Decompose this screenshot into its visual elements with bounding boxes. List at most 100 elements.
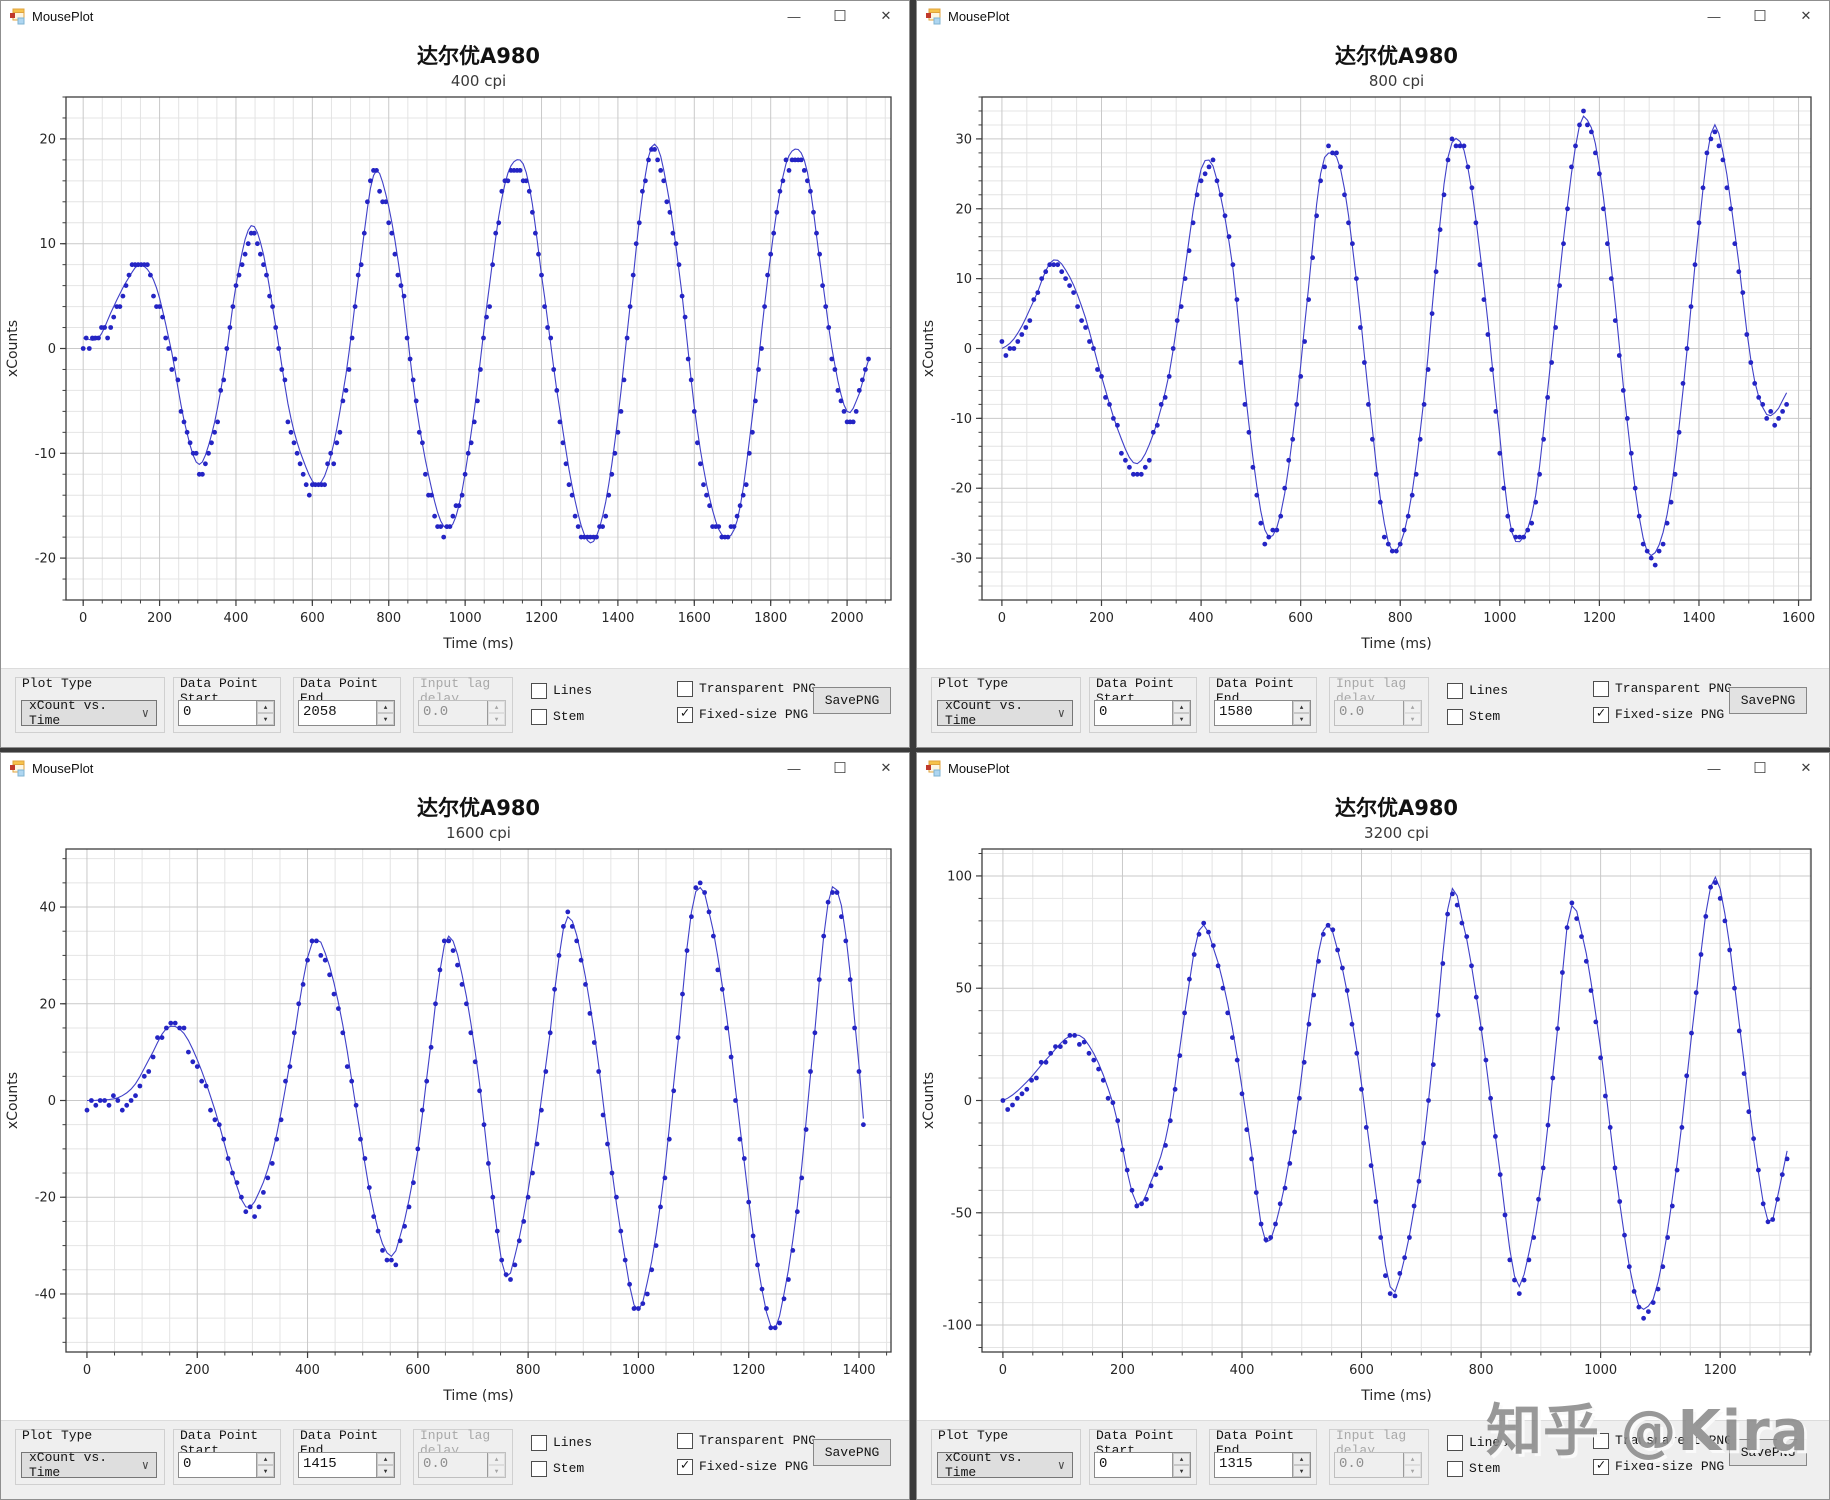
data-point-end-spinner[interactable]: ▲ ▼ (376, 1453, 394, 1477)
chevron-down-icon: ∨ (141, 1458, 149, 1473)
input-lag-input: 0.0 ▲ ▼ (1334, 1452, 1422, 1478)
svg-text:400: 400 (1189, 611, 1214, 626)
svg-text:200: 200 (1089, 611, 1114, 626)
spin-up-icon: ▲ (1293, 701, 1310, 713)
maximize-button[interactable]: ☐ (1753, 8, 1767, 25)
svg-text:-10: -10 (951, 412, 972, 427)
data-point-start-spinner[interactable]: ▲ ▼ (1172, 1453, 1190, 1477)
stem-checkbox[interactable]: Stem (531, 709, 584, 725)
data-point-end-spinner[interactable]: ▲ ▼ (376, 701, 394, 725)
transparent-png-checkbox-label: Transparent PNG (1615, 1433, 1733, 1448)
data-point-start-spinner[interactable]: ▲ ▼ (256, 1453, 274, 1477)
svg-text:1000: 1000 (622, 1363, 655, 1378)
minimize-button[interactable]: — (787, 8, 801, 24)
minimize-button[interactable]: — (1707, 8, 1721, 24)
data-point-end-label: Data Point End (1216, 676, 1295, 706)
stem-checkbox[interactable]: Stem (1447, 709, 1500, 725)
data-point-start-input[interactable]: 0 ▲ ▼ (178, 1452, 275, 1478)
maximize-button[interactable]: ☐ (1753, 760, 1767, 777)
save-png-button[interactable]: SavePNG (813, 1439, 891, 1466)
svg-text:600: 600 (1288, 611, 1313, 626)
data-point-end-input[interactable]: 1415 ▲ ▼ (298, 1452, 395, 1478)
data-point-end-spinner[interactable]: ▲ ▼ (1292, 1453, 1310, 1477)
spin-up-icon: ▲ (1404, 1453, 1421, 1465)
lines-checkbox[interactable]: Lines (531, 1435, 592, 1451)
data-point-end-input[interactable]: 1580 ▲ ▼ (1214, 700, 1311, 726)
data-point-start-group: Data Point Start 0 ▲ ▼ (1089, 676, 1197, 733)
title-bar[interactable]: MousePlot — ☐ ✕ (917, 1, 1829, 31)
svg-text:Time (ms): Time (ms) (442, 1388, 514, 1404)
data-point-end-spinner[interactable]: ▲ ▼ (1292, 701, 1310, 725)
title-bar[interactable]: MousePlot — ☐ ✕ (1, 1, 909, 31)
plot-canvas: 0 200 400 600 800 1000 1200 1400 1600 1800 2000-20… (5, 44, 892, 652)
fixed-size-png-checkbox[interactable]: ✓ Fixed-size PNG (677, 707, 808, 723)
svg-text:10: 10 (955, 272, 972, 287)
maximize-button[interactable]: ☐ (833, 8, 847, 25)
transparent-png-checkbox[interactable]: Transparent PNG (677, 1433, 816, 1449)
transparent-png-checkbox[interactable]: Transparent PNG (1593, 1433, 1732, 1449)
svg-text:800 cpi: 800 cpi (1369, 72, 1424, 90)
svg-text:1600 cpi: 1600 cpi (446, 824, 511, 842)
stem-checkbox-label: Stem (553, 709, 585, 724)
svg-text:xCounts: xCounts (921, 320, 937, 377)
spin-down-icon: ▼ (1404, 713, 1421, 725)
save-png-button[interactable]: SavePNG (1729, 687, 1807, 714)
svg-text:800: 800 (376, 611, 401, 626)
plot-type-dropdown[interactable]: xCount vs. Time ∨ (937, 698, 1073, 728)
save-png-button[interactable]: SavePNG (813, 687, 891, 714)
close-button[interactable]: ✕ (1800, 8, 1812, 23)
fixed-size-png-checkbox[interactable]: ✓ Fixed-size PNG (677, 1459, 808, 1475)
svg-text:1000: 1000 (1483, 611, 1516, 626)
plot-type-label: Plot Type (22, 676, 93, 691)
title-bar[interactable]: MousePlot — ☐ ✕ (917, 753, 1829, 783)
data-point-start-input[interactable]: 0 ▲ ▼ (1094, 700, 1191, 726)
transparent-png-checkbox[interactable]: Transparent PNG (1593, 681, 1732, 697)
svg-text:200: 200 (185, 1363, 210, 1378)
mouseplot-window: MousePlot — ☐ ✕ 0 200 400 600 800 1000 1200 -10… (916, 752, 1830, 1500)
maximize-button[interactable]: ☐ (833, 760, 847, 777)
lines-checkbox[interactable]: Lines (1447, 1435, 1508, 1451)
svg-text:0: 0 (964, 342, 972, 357)
minimize-button[interactable]: — (787, 760, 801, 776)
fixed-size-png-checkbox[interactable]: ✓ Fixed-size PNG (1593, 1459, 1724, 1475)
fixed-size-png-checkbox-label: Fixed-size PNG (1615, 707, 1725, 722)
minimize-button[interactable]: — (1707, 760, 1721, 776)
plot-type-dropdown[interactable]: xCount vs. Time ∨ (21, 698, 157, 728)
svg-text:0: 0 (83, 1363, 91, 1378)
close-button[interactable]: ✕ (880, 8, 892, 23)
svg-text:-20: -20 (35, 1191, 56, 1206)
svg-text:400: 400 (295, 1363, 320, 1378)
spin-up-icon: ▲ (1173, 701, 1190, 713)
transparent-png-checkbox[interactable]: Transparent PNG (677, 681, 816, 697)
window-title: MousePlot (948, 8, 1010, 24)
app-icon (925, 8, 942, 25)
input-lag-spinner: ▲ ▼ (1403, 701, 1421, 725)
data-point-end-input[interactable]: 1315 ▲ ▼ (1214, 1452, 1311, 1478)
svg-text:xCounts: xCounts (5, 320, 21, 377)
close-button[interactable]: ✕ (880, 760, 892, 775)
close-button[interactable]: ✕ (1800, 760, 1812, 775)
spin-down-icon: ▼ (1173, 1465, 1190, 1477)
svg-text:0: 0 (48, 1094, 56, 1109)
spin-up-icon: ▲ (377, 701, 394, 713)
data-point-start-group: Data Point Start 0 ▲ ▼ (1089, 1428, 1197, 1485)
lines-checkbox[interactable]: Lines (531, 683, 592, 699)
stem-checkbox[interactable]: Stem (531, 1461, 584, 1477)
title-bar[interactable]: MousePlot — ☐ ✕ (1, 753, 909, 783)
svg-text:0: 0 (79, 611, 87, 626)
data-point-start-input[interactable]: 0 ▲ ▼ (178, 700, 275, 726)
mouseplot-window: MousePlot — ☐ ✕ 0 200 400 600 800 1000 1200 140… (916, 0, 1830, 748)
data-point-end-input[interactable]: 2058 ▲ ▼ (298, 700, 395, 726)
plot-canvas: 0 200 400 600 800 1000 1200 1400 -40 -20 0 20 40 达尔优A… (5, 796, 892, 1404)
data-point-start-spinner[interactable]: ▲ ▼ (256, 701, 274, 725)
control-bar: Plot Type xCount vs. Time ∨ Data Point S… (917, 668, 1829, 747)
stem-checkbox[interactable]: Stem (1447, 1461, 1500, 1477)
save-png-button[interactable]: SavePNG (1729, 1439, 1807, 1466)
lines-checkbox[interactable]: Lines (1447, 683, 1508, 699)
fixed-size-png-checkbox[interactable]: ✓ Fixed-size PNG (1593, 707, 1724, 723)
svg-text:0: 0 (964, 1094, 972, 1109)
data-point-start-input[interactable]: 0 ▲ ▼ (1094, 1452, 1191, 1478)
plot-type-dropdown[interactable]: xCount vs. Time ∨ (21, 1450, 157, 1480)
data-point-start-spinner[interactable]: ▲ ▼ (1172, 701, 1190, 725)
plot-type-dropdown[interactable]: xCount vs. Time ∨ (937, 1450, 1073, 1480)
